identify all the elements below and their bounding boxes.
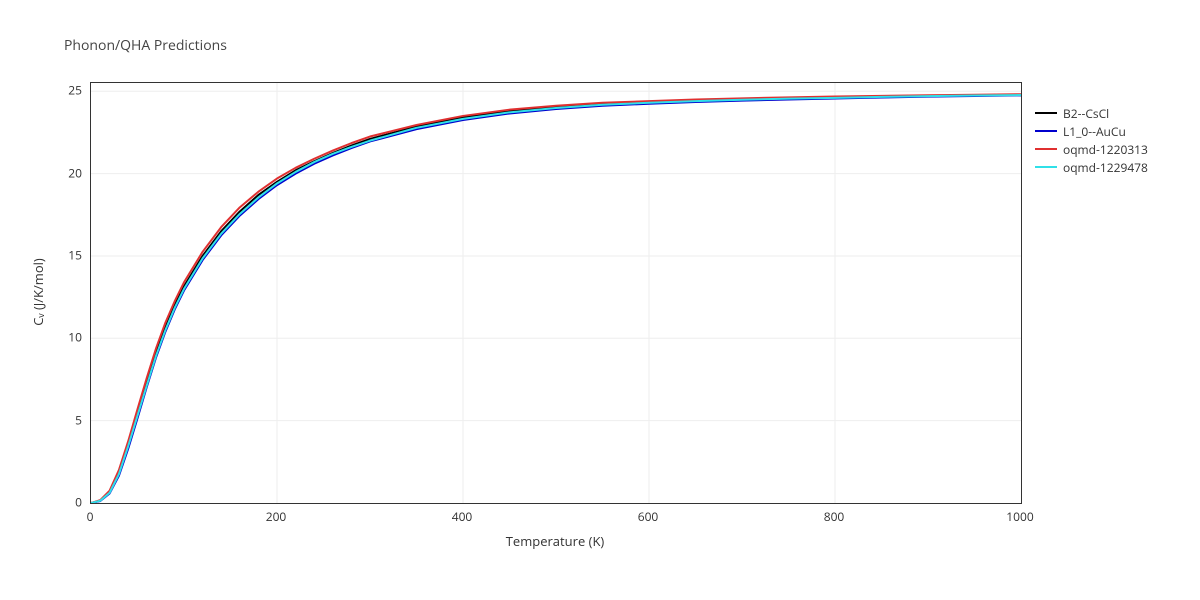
legend-label: B2--CsCl — [1063, 105, 1109, 122]
y-axis-label: Cᵥ (J/K/mol) — [29, 258, 47, 326]
chart-container: { "chart": { "type": "line", "title": "P… — [0, 0, 1200, 600]
series-line[interactable] — [91, 94, 1021, 503]
y-tick-label: 5 — [75, 411, 82, 428]
legend-label: oqmd-1229478 — [1063, 159, 1148, 176]
legend-swatch — [1035, 130, 1057, 132]
legend-label: L1_0--AuCu — [1063, 123, 1126, 140]
legend-item[interactable]: oqmd-1229478 — [1035, 158, 1148, 176]
legend-item[interactable]: L1_0--AuCu — [1035, 122, 1148, 140]
legend: B2--CsClL1_0--AuCuoqmd-1220313oqmd-12294… — [1035, 104, 1148, 176]
legend-item[interactable]: B2--CsCl — [1035, 104, 1148, 122]
x-tick-label: 800 — [824, 508, 845, 525]
legend-label: oqmd-1220313 — [1063, 141, 1148, 158]
legend-swatch — [1035, 148, 1057, 150]
series-line[interactable] — [91, 95, 1021, 503]
legend-item[interactable]: oqmd-1220313 — [1035, 140, 1148, 158]
x-axis-label: Temperature (K) — [506, 532, 605, 550]
x-tick-label: 200 — [266, 508, 287, 525]
y-tick-label: 25 — [68, 82, 82, 99]
y-tick-label: 10 — [68, 329, 82, 346]
y-tick-label: 15 — [68, 246, 82, 263]
x-tick-label: 400 — [452, 508, 473, 525]
x-tick-label: 600 — [638, 508, 659, 525]
chart-title: Phonon/QHA Predictions — [64, 36, 227, 55]
y-tick-label: 0 — [75, 494, 82, 511]
plot-area — [90, 82, 1022, 504]
y-tick-label: 20 — [68, 164, 82, 181]
series-line[interactable] — [91, 95, 1021, 503]
plot-svg — [91, 83, 1021, 503]
legend-swatch — [1035, 112, 1057, 114]
legend-swatch — [1035, 166, 1057, 168]
x-tick-label: 0 — [87, 508, 94, 525]
x-tick-label: 1000 — [1006, 508, 1033, 525]
series-line[interactable] — [91, 95, 1021, 503]
